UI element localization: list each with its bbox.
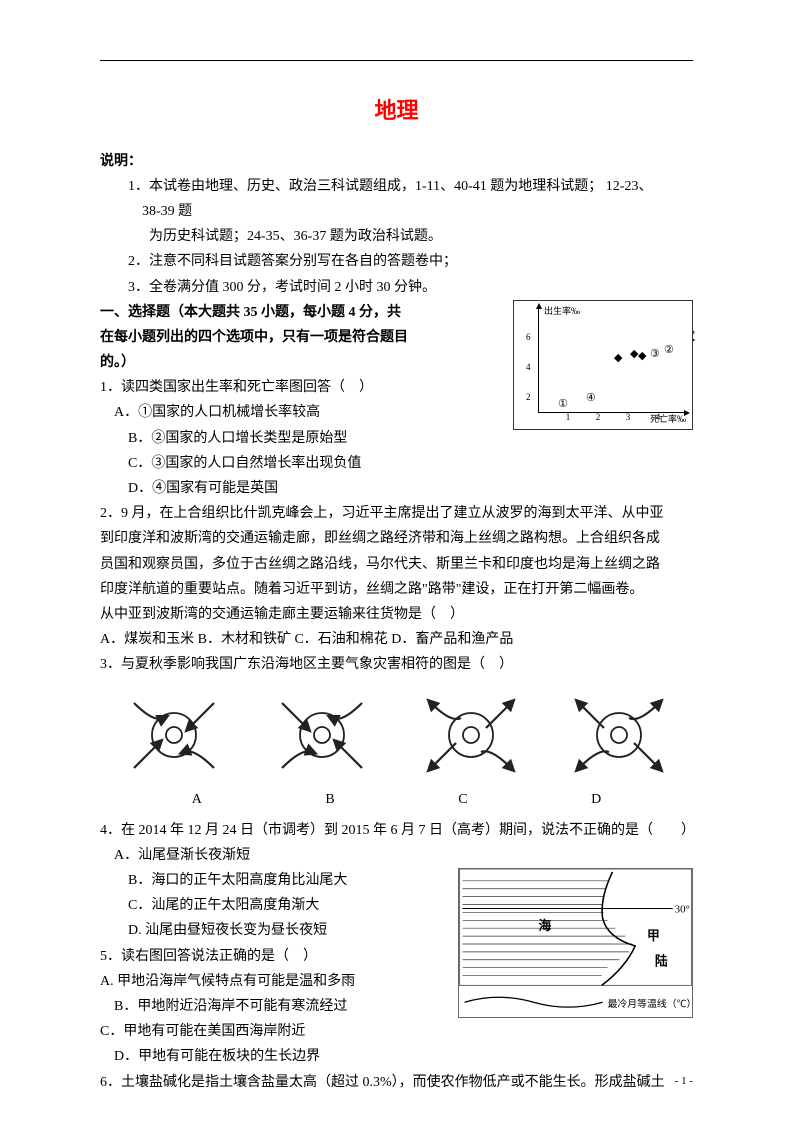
isotherm-icon (465, 997, 603, 1007)
map-figure-wrap: 海 陆 甲 30° 最冷月等温线（℃） (458, 868, 693, 1027)
sea-label: 海 (539, 918, 552, 933)
intro-line1b: 38-39 题 (100, 199, 693, 224)
lat-label: 30° (675, 904, 690, 916)
intro-heading: 说明： (100, 149, 693, 174)
spiral-d (564, 688, 674, 783)
q2-l4: 印度洋航道的重要站点。随着习近平到访，丝绸之路"路带"建设，正在打开第二幅画卷。 (100, 577, 693, 602)
q3-opt-a: A (192, 787, 202, 812)
map-figure: 海 陆 甲 30° 最冷月等温线（℃） (458, 868, 693, 1018)
page-title: 地理 (100, 91, 693, 131)
scatter-chart-wrap: 出生率‰ 死亡率‰ 2 4 6 1 2 3 4 ① ④ ③ ② ◆ ◆ ◆ (513, 300, 693, 430)
spiral-c (416, 688, 526, 783)
page-number: - 1 - (675, 1072, 693, 1092)
intro-line3: 2．注意不同科目试题答案分别写在各自的答题卷中； (100, 249, 693, 274)
q6-stem: 6．土壤盐碱化是指土壤含盐量太高（超过 0.3%），而使农作物低产或不能生长。形… (100, 1070, 693, 1095)
scatter-chart: 出生率‰ 死亡率‰ 2 4 6 1 2 3 4 ① ④ ③ ② ◆ ◆ ◆ (513, 300, 693, 430)
scatter-point: ② (664, 341, 674, 361)
y-axis (538, 307, 539, 413)
xtick: 3 (626, 409, 631, 425)
q2-l5: 从中亚到波斯湾的交通运输走廊主要运输来往货物是（ ） (100, 602, 693, 627)
q1-c: C．③国家的人口自然增长率出现负值 (100, 451, 693, 476)
spiral-row (100, 688, 693, 783)
ytick: 2 (526, 389, 531, 405)
isotherm-legend: 最冷月等温线（℃） (608, 997, 693, 1010)
intro-line1: 1．本试卷由地理、历史、政治三科试题组成，1-11、40-41 题为地理科试题；… (100, 174, 693, 199)
scatter-ylabel: 出生率‰ (544, 303, 580, 319)
q2-l2: 到印度洋和波斯湾的交通运输走廊，即丝绸之路经济带和海上丝绸之路构想。上合组织各成 (100, 526, 693, 551)
scatter-point: ④ (586, 389, 596, 409)
q4-a: A．汕尾昼渐长夜渐短 (100, 843, 693, 868)
scatter-point: ◆ (638, 347, 646, 367)
spiral-b (267, 688, 377, 783)
ytick: 6 (526, 329, 531, 345)
scatter-point: ◆ (614, 349, 622, 369)
q3-opt-b: B (325, 787, 334, 812)
section-heading-a: 一、选择题（本大题共 35 小题，每小题 4 分，共 (100, 305, 401, 320)
section-heading-c: 在每小题列出的四个选项中，只有一项是符合题目 (100, 330, 408, 345)
q1-d: D．④国家有可能是英国 (100, 476, 693, 501)
q2-opts: A．煤炭和玉米 B．木材和铁矿 C．石油和棉花 D．畜产品和渔产品 (100, 627, 693, 652)
ytick: 4 (526, 359, 531, 375)
intro-line2: 为历史科试题；24-35、36-37 题为政治科试题。 (100, 224, 693, 249)
q3-opt-c: C (458, 787, 467, 812)
xtick: 4 (656, 409, 661, 425)
intro-line4: 3．全卷满分值 300 分，考试时间 2 小时 30 分钟。 (100, 275, 693, 300)
content-body: 说明： 1．本试卷由地理、历史、政治三科试题组成，1-11、40-41 题为地理… (100, 149, 693, 1095)
scatter-point: ③ (650, 345, 660, 365)
top-rule (100, 60, 693, 61)
q3-option-row: A B C D (100, 787, 693, 812)
q5-d: D．甲地有可能在板块的生长边界 (100, 1044, 693, 1069)
q3-stem: 3．与夏秋季影响我国广东沿海地区主要气象灾害相符的图是（ ） (100, 652, 693, 677)
land-label: 陆 (655, 954, 668, 969)
q3-opt-d: D (591, 787, 601, 812)
xtick: 2 (596, 409, 601, 425)
spiral-a (119, 688, 229, 783)
q2-l1: 2．9 月，在上合组织比什凯克峰会上，习近平主席提出了建立从波罗的海到太平洋、从… (100, 501, 693, 526)
scatter-point: ① (558, 395, 568, 415)
q4-stem: 4．在 2014 年 12 月 24 日（市调考）到 2015 年 6 月 7 … (100, 818, 693, 843)
jia-label: 甲 (647, 929, 660, 943)
q2-l3: 员国和观察员国，多位于古丝绸之路沿线，马尔代夫、斯里兰卡和印度也均是海上丝绸之路 (100, 552, 693, 577)
